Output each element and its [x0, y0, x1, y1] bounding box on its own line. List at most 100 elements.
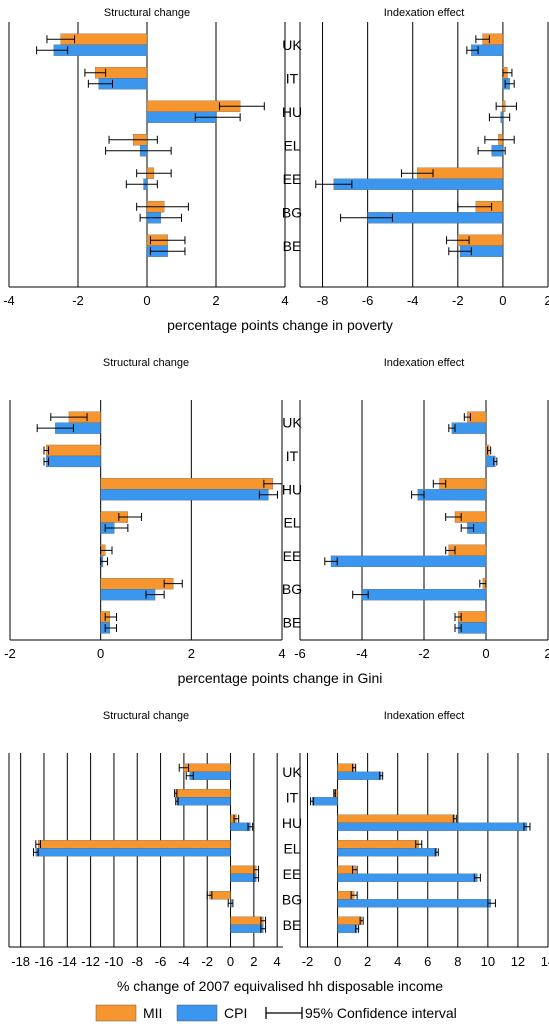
income-category-label: EL [283, 840, 300, 856]
income-right-ci-mii-HU [452, 814, 457, 823]
poverty-right-ci-cpi-HU [488, 113, 511, 122]
income-left-ci-cpi-EL [32, 848, 39, 857]
income-category-label: HU [282, 815, 302, 831]
poverty-category-label: BG [282, 204, 302, 220]
income-right-ci-mii-EE [352, 865, 358, 874]
income-left-tick-label: -10 [105, 954, 124, 969]
gini-category-label: BG [282, 581, 302, 597]
gini-right-bar-mii-HU [439, 478, 487, 490]
poverty-left-ci-mii-HU [218, 102, 265, 111]
gini-left-bar-mii-HU [100, 478, 274, 490]
income-left-bar-cpi-EE [230, 873, 257, 882]
gini-left-ci-cpi-IT [43, 457, 50, 466]
gini-category-label: IT [286, 448, 299, 464]
income-right-bar-cpi-BE [337, 924, 358, 933]
income-left-bar-mii-BE [230, 916, 264, 925]
legend-cpi-swatch [176, 1004, 218, 1022]
income-left-ci-mii-UK [178, 763, 190, 772]
income-right-tick-label: 0 [334, 954, 341, 969]
income-right-tick-label: -2 [302, 954, 314, 969]
poverty-right-ci-mii-UK [475, 35, 490, 44]
income-left-ci-cpi-BE [260, 924, 267, 933]
income-category-label: BG [282, 891, 302, 907]
poverty-right-ci-cpi-EE [315, 180, 353, 189]
poverty-right-ci-cpi-BG [340, 213, 393, 222]
gini-right-tick-label: -2 [418, 646, 430, 661]
income-left-bar-mii-UK [183, 763, 231, 772]
gini-left-ci-mii-BE [104, 612, 118, 621]
poverty-right-ci-mii-BE [446, 236, 470, 245]
poverty-category-label: HU [282, 104, 302, 120]
income-left-tick-label: -12 [81, 954, 100, 969]
income-left-tick-label: 4 [274, 954, 281, 969]
income-right-ci-mii-BG [350, 891, 358, 900]
poverty-left-ci-mii-EL [108, 135, 158, 144]
legend-mii-label: MII [143, 1005, 162, 1021]
poverty-left-ci-cpi-BG [139, 213, 182, 222]
gini-right-tick-label: -6 [294, 646, 306, 661]
income-category-label: BE [283, 917, 302, 933]
gini-right-ci-mii-BE [454, 612, 462, 621]
income-left-bar-cpi-IT [176, 797, 231, 806]
gini-left-ci-cpi-HU [258, 490, 278, 499]
poverty-right-tick-label: -2 [452, 293, 464, 308]
income-left-ci-mii-IT [174, 789, 178, 798]
income-right-bar-mii-HU [337, 814, 455, 823]
income-left-title: Structural change [103, 710, 189, 722]
gini-right-bar-cpi-UK [451, 422, 487, 434]
poverty-right-ci-mii-EL [484, 135, 515, 144]
income-right-ci-mii-BE [359, 916, 364, 925]
income-right-ci-cpi-EL [434, 848, 439, 857]
poverty-right-ci-mii-IT [502, 68, 513, 77]
income-category-label: EE [283, 866, 302, 882]
income-right-bar-cpi-EL [337, 848, 437, 857]
income-left-ci-mii-BE [260, 916, 267, 925]
poverty-left-ci-cpi-BE [149, 247, 186, 256]
income-right-ci-cpi-HU [523, 822, 531, 831]
poverty-left-ci-cpi-EE [125, 180, 158, 189]
income-right-ci-cpi-EE [473, 873, 481, 882]
income-left-tick-label: -8 [131, 954, 143, 969]
income-left-tick-label: -4 [178, 954, 190, 969]
gini-left-tick-label: 2 [188, 646, 195, 661]
income-right-tick-label: 6 [424, 954, 431, 969]
income-right-ci-cpi-BG [487, 899, 496, 908]
poverty-category-label: IT [286, 70, 299, 86]
gini-right-ci-cpi-UK [448, 424, 456, 433]
gini-left-ci-cpi-UK [36, 424, 74, 433]
poverty-right-tick-label: 0 [499, 293, 506, 308]
poverty-left-tick-label: -4 [3, 293, 15, 308]
gini-left-tick-label: -2 [4, 646, 16, 661]
income-left-bar-cpi-EL [35, 848, 231, 857]
poverty-left-ci-cpi-EL [105, 146, 172, 155]
gini-right-tick-label: -4 [356, 646, 368, 661]
gini-right-tick-label: 2 [544, 646, 549, 661]
income-right-bar-cpi-HU [337, 822, 528, 831]
gini-right-ci-mii-EE [445, 546, 456, 555]
income-left-ci-cpi-HU [247, 822, 254, 831]
gini-left-ci-mii-UK [50, 413, 88, 422]
gini-right-title: Indexation effect [384, 357, 465, 369]
poverty-left-tick-label: -2 [72, 293, 84, 308]
poverty-right-ci-cpi-UK [466, 46, 479, 55]
income-category-label: IT [286, 789, 299, 805]
poverty-left-ci-mii-UK [46, 35, 76, 44]
gini-right-bar-cpi-BE [457, 622, 487, 634]
income-left-ci-mii-BG [206, 891, 213, 900]
income-left-ci-cpi-BG [227, 899, 234, 908]
income-right-tick-label: 14 [541, 954, 549, 969]
gini-right-bar-cpi-BG [361, 589, 487, 601]
poverty-left-title: Structural change [104, 7, 190, 19]
income-right-tick-label: 10 [481, 954, 495, 969]
gini-right-ci-mii-EL [445, 513, 462, 522]
gini-right-ci-cpi-BG [352, 590, 369, 599]
income-left-bar-cpi-UK [189, 771, 231, 780]
poverty-right-tick-label: 2 [544, 293, 549, 308]
gini-right-ci-cpi-EL [460, 524, 475, 533]
gini-left-bar-mii-BG [100, 578, 174, 590]
income-left-bar-mii-EL [37, 840, 231, 849]
legend-ci-symbol [265, 1007, 303, 1019]
income-right-tick-label: 12 [511, 954, 525, 969]
poverty-right-bar-cpi-EE [333, 178, 504, 190]
